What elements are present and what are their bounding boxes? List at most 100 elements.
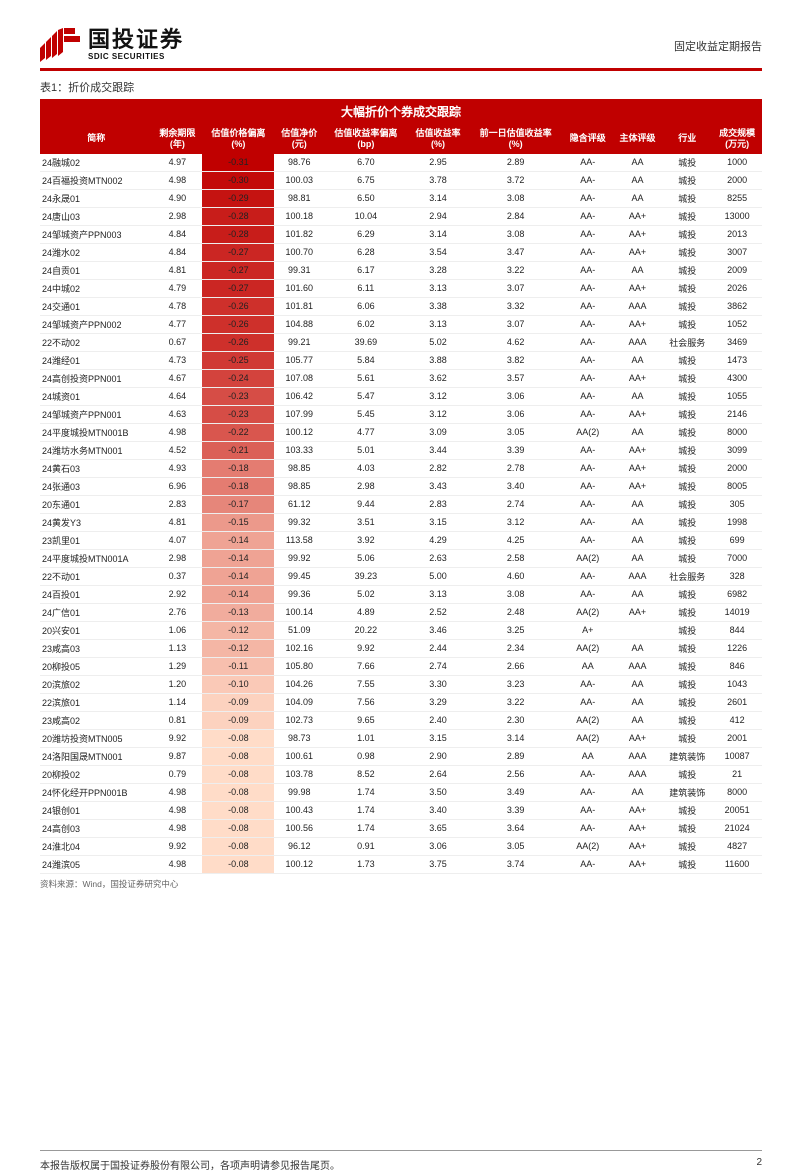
table-cell: 113.58 [274,531,324,549]
table-cell: AA+ [613,207,663,225]
table-cell: -0.24 [202,369,274,387]
table-cell: 39.23 [324,567,407,585]
table-cell: 21024 [712,819,762,837]
table-cell: 1.74 [324,783,407,801]
table-cell: 104.09 [274,693,324,711]
table-cell: 3.14 [407,189,468,207]
discount-table: 大幅折价个券成交跟踪 简称剩余期限(年)估值价格偏离(%)估值净价(元)估值收益… [40,99,762,874]
table-cell: 城投 [662,171,712,189]
table-cell: 24淮北04 [40,837,153,855]
table-cell: AAA [613,297,663,315]
table-cell: AA- [563,855,613,873]
col-header: 简称 [40,124,153,154]
table-cell: AA+ [613,477,663,495]
table-cell: 24高创03 [40,819,153,837]
table-cell: 8.52 [324,765,407,783]
table-cell: 3.50 [407,783,468,801]
table-row: 22不动010.37-0.1499.4539.235.004.60AA-AAA社… [40,567,762,585]
table-cell: 99.45 [274,567,324,585]
table-cell: 3.22 [468,261,563,279]
table-cell: 3.08 [468,585,563,603]
table-cell: 3469 [712,333,762,351]
table-cell: AA [613,675,663,693]
table-cell: -0.14 [202,585,274,603]
table-cell: 24交通01 [40,297,153,315]
table-cell: 11600 [712,855,762,873]
table-row: 24平度城投MTN001B4.98-0.22100.124.773.093.05… [40,423,762,441]
table-cell: AA- [563,369,613,387]
table-cell: 24唐山03 [40,207,153,225]
table-cell: AA(2) [563,639,613,657]
table-cell: 城投 [662,261,712,279]
table-cell: 4.90 [153,189,203,207]
table-row: 24洛阳国晟MTN0019.87-0.08100.610.982.902.89A… [40,747,762,765]
table-cell: 0.81 [153,711,203,729]
table-cell: AA- [563,261,613,279]
table-cell: 4.98 [153,783,203,801]
table-cell: 4.63 [153,405,203,423]
table-row: 24高创投资PPN0014.67-0.24107.085.613.623.57A… [40,369,762,387]
logo-block: 国投证券 SDIC SECURITIES [40,28,184,62]
table-cell: -0.12 [202,621,274,639]
table-cell: 1.13 [153,639,203,657]
table-cell: 3862 [712,297,762,315]
table-cell: 2.48 [468,603,563,621]
table-cell: -0.13 [202,603,274,621]
table-row: 23咸高020.81-0.09102.739.652.402.30AA(2)AA… [40,711,762,729]
table-cell: 2.94 [407,207,468,225]
table-cell: 2.83 [153,495,203,513]
table-cell: 4.52 [153,441,203,459]
table-cell: 24平度城投MTN001A [40,549,153,567]
table-cell: 5.47 [324,387,407,405]
table-cell: 105.77 [274,351,324,369]
page-header: 国投证券 SDIC SECURITIES 固定收益定期报告 [40,28,762,62]
table-cell: 8000 [712,783,762,801]
table-cell: 城投 [662,621,712,639]
table-cell: 4.77 [153,315,203,333]
table-cell: 3.22 [468,693,563,711]
table-cell: AA [613,783,663,801]
table-cell: AAA [613,657,663,675]
table-cell: 2.98 [324,477,407,495]
table-cell: 4.81 [153,513,203,531]
table-row: 23凯里014.07-0.14113.583.924.294.25AA-AA城投… [40,531,762,549]
table-cell: 22不动01 [40,567,153,585]
table-cell: 98.85 [274,459,324,477]
table-cell: 城投 [662,639,712,657]
table-cell: 3.65 [407,819,468,837]
table-cell: 2.92 [153,585,203,603]
table-cell: 3.39 [468,801,563,819]
table-cell: 6.17 [324,261,407,279]
table-cell: 3.13 [407,585,468,603]
table-cell: -0.08 [202,855,274,873]
table-cell: 3.12 [407,405,468,423]
table-cell: 103.33 [274,441,324,459]
table-cell: 10087 [712,747,762,765]
table-cell: 城投 [662,405,712,423]
table-cell: AA- [563,405,613,423]
table-cell: 9.44 [324,495,407,513]
table-cell: -0.25 [202,351,274,369]
table-cell: 3.06 [407,837,468,855]
table-cell: -0.27 [202,261,274,279]
table-row: 23咸高031.13-0.12102.169.922.442.34AA(2)AA… [40,639,762,657]
table-row: 20潍坊投资MTN0059.92-0.0898.731.013.153.14AA… [40,729,762,747]
col-header: 主体评级 [613,124,663,154]
table-cell: 5.06 [324,549,407,567]
table-cell: AA [613,387,663,405]
col-header: 成交规模(万元) [712,124,762,154]
table-cell: 6982 [712,585,762,603]
table-row: 24银创014.98-0.08100.431.743.403.39AA-AA+城… [40,801,762,819]
table-cell: 0.98 [324,747,407,765]
table-cell: 98.73 [274,729,324,747]
table-cell: 3.54 [407,243,468,261]
table-cell: 3.43 [407,477,468,495]
table-cell: 城投 [662,819,712,837]
table-cell: 1043 [712,675,762,693]
table-cell: 99.32 [274,513,324,531]
logo-text-cn: 国投证券 [88,29,184,51]
table-cell: 4.98 [153,801,203,819]
table-cell: 城投 [662,459,712,477]
table-cell: AA [613,261,663,279]
table-cell: 100.14 [274,603,324,621]
